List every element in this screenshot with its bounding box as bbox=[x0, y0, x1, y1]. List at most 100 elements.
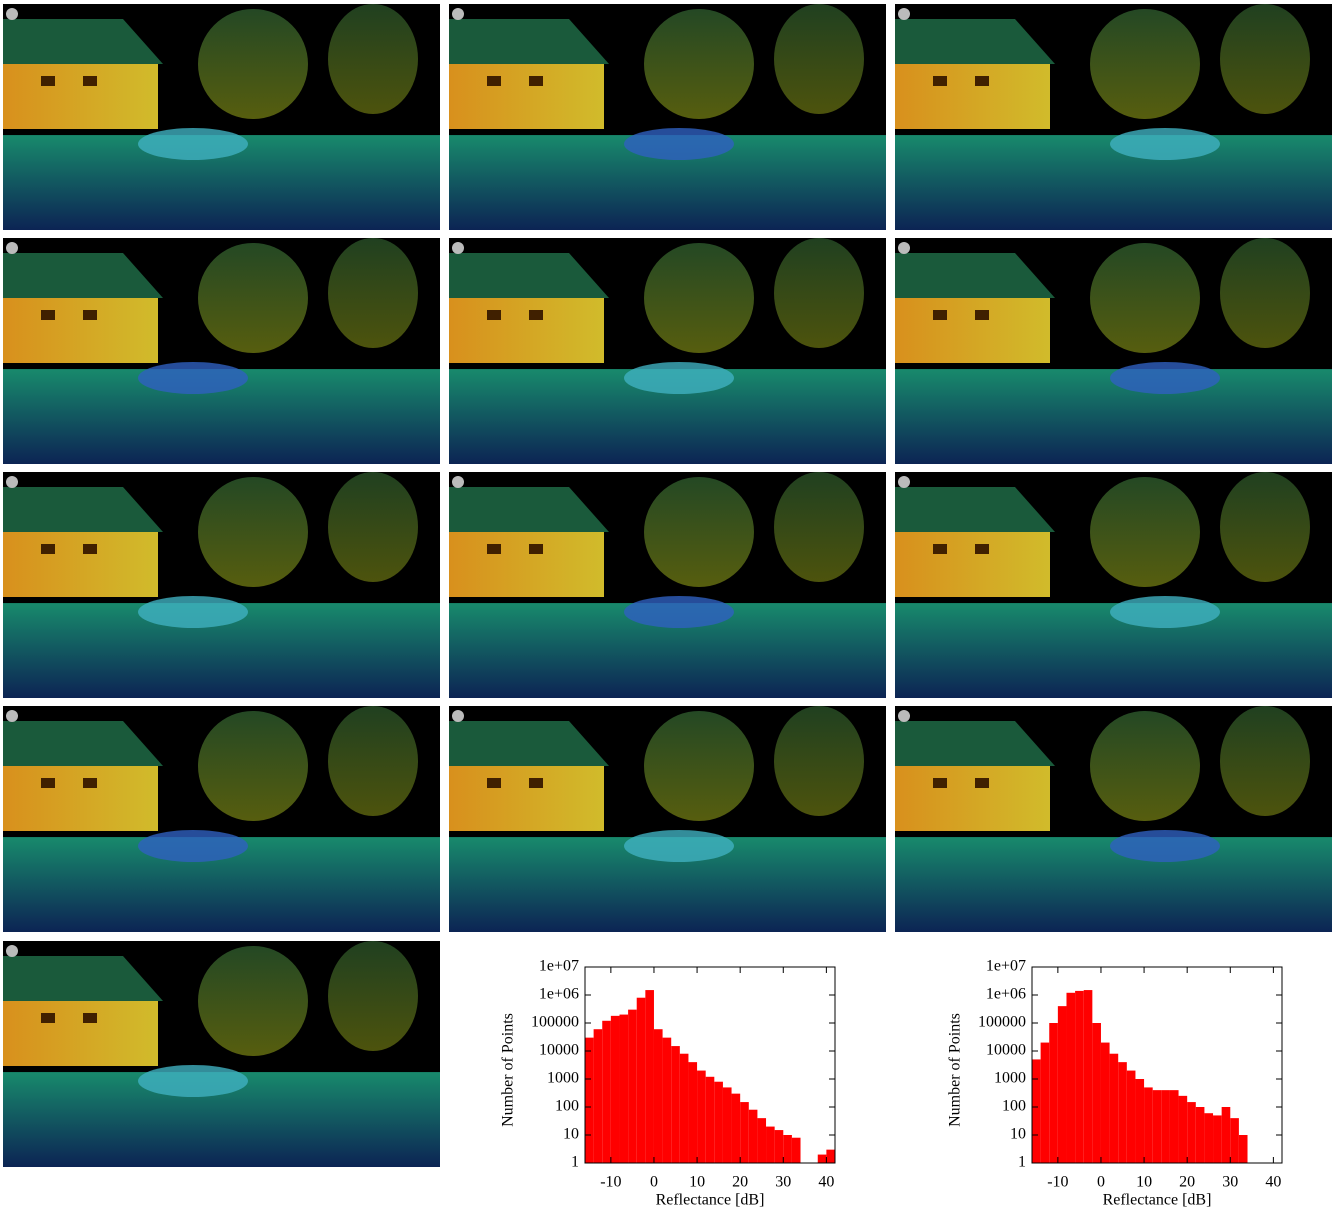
window bbox=[83, 778, 97, 788]
histogram-bar bbox=[610, 1015, 620, 1163]
window bbox=[975, 76, 989, 86]
roof bbox=[895, 253, 1055, 298]
x-tick-label: 40 bbox=[818, 1174, 834, 1191]
viewer-icon bbox=[898, 8, 910, 20]
tree bbox=[1220, 706, 1310, 816]
histogram-bar bbox=[1144, 1087, 1153, 1163]
roof bbox=[895, 487, 1055, 532]
x-axis-label: Reflectance [dB] bbox=[656, 1192, 765, 1209]
point-cloud-images bbox=[3, 4, 1332, 1167]
histogram-bar bbox=[1066, 992, 1076, 1163]
car bbox=[624, 362, 734, 394]
tree bbox=[644, 243, 754, 353]
histogram-bar bbox=[697, 1070, 706, 1163]
roof bbox=[449, 253, 609, 298]
x-tick-label: 0 bbox=[650, 1174, 658, 1191]
roof bbox=[3, 487, 163, 532]
tree bbox=[1220, 472, 1310, 582]
car bbox=[138, 362, 248, 394]
window bbox=[529, 778, 543, 788]
window bbox=[975, 778, 989, 788]
point-cloud-image bbox=[3, 472, 440, 698]
roof bbox=[3, 19, 163, 64]
car bbox=[1110, 596, 1220, 628]
window bbox=[975, 544, 989, 554]
car bbox=[138, 830, 248, 862]
histogram-bar bbox=[740, 1102, 749, 1163]
x-tick-label: 40 bbox=[1265, 1174, 1281, 1191]
histogram-bar bbox=[1100, 1042, 1110, 1163]
viewer-icon bbox=[898, 710, 910, 722]
roof bbox=[449, 19, 609, 64]
house bbox=[3, 298, 158, 363]
tree bbox=[328, 472, 418, 582]
histogram-bar bbox=[662, 1037, 672, 1163]
window bbox=[529, 310, 543, 320]
point-cloud-image bbox=[449, 472, 886, 698]
car bbox=[624, 830, 734, 862]
histogram-bar bbox=[1109, 1053, 1119, 1163]
house bbox=[895, 64, 1050, 129]
histogram-bar bbox=[722, 1087, 732, 1163]
tree bbox=[1090, 243, 1200, 353]
histogram-bar bbox=[645, 990, 654, 1163]
histogram-bar bbox=[602, 1020, 611, 1163]
histogram-bar bbox=[585, 1037, 594, 1163]
point-cloud-image bbox=[3, 238, 440, 464]
window bbox=[487, 310, 501, 320]
histogram-bar bbox=[1169, 1090, 1179, 1163]
viewer-icon bbox=[6, 945, 18, 957]
histogram-bar bbox=[1135, 1079, 1145, 1163]
histogram-bar bbox=[731, 1093, 741, 1163]
window bbox=[83, 1013, 97, 1023]
point-cloud-image bbox=[449, 706, 886, 932]
ground bbox=[895, 369, 1332, 464]
point-cloud-image bbox=[3, 706, 440, 932]
window bbox=[41, 76, 55, 86]
window bbox=[83, 310, 97, 320]
histogram-bar bbox=[653, 1029, 663, 1163]
histogram-bar bbox=[688, 1062, 698, 1163]
tree bbox=[644, 9, 754, 119]
ground bbox=[895, 603, 1332, 698]
y-tick-label: 100 bbox=[555, 1098, 579, 1115]
histogram-bar bbox=[1195, 1107, 1205, 1163]
x-axis-label: Reflectance [dB] bbox=[1103, 1192, 1212, 1209]
x-tick-label: 30 bbox=[775, 1174, 791, 1191]
histogram-bar bbox=[1187, 1102, 1196, 1163]
car bbox=[1110, 362, 1220, 394]
x-tick-label: 10 bbox=[689, 1174, 705, 1191]
tree bbox=[328, 4, 418, 114]
tree bbox=[774, 706, 864, 816]
histogram-bar bbox=[1178, 1095, 1188, 1163]
viewer-icon bbox=[6, 476, 18, 488]
house bbox=[3, 766, 158, 831]
car bbox=[624, 596, 734, 628]
tree bbox=[644, 477, 754, 587]
tree bbox=[1090, 9, 1200, 119]
window bbox=[529, 544, 543, 554]
histogram-bar bbox=[619, 1014, 629, 1163]
histogram-bar bbox=[679, 1053, 689, 1163]
y-tick-label: 1 bbox=[1018, 1154, 1026, 1171]
car bbox=[624, 128, 734, 160]
histogram-bar bbox=[748, 1109, 758, 1163]
y-tick-label: 1e+06 bbox=[539, 986, 579, 1003]
tree bbox=[328, 706, 418, 816]
window bbox=[487, 544, 501, 554]
viewer-icon bbox=[6, 8, 18, 20]
histogram-bar bbox=[791, 1137, 801, 1163]
histogram-bar bbox=[1213, 1115, 1222, 1163]
x-tick-label: 20 bbox=[1179, 1174, 1195, 1191]
x-tick-label: 10 bbox=[1136, 1174, 1152, 1191]
point-cloud-image bbox=[895, 706, 1332, 932]
histogram-bar bbox=[1118, 1062, 1127, 1163]
viewer-icon bbox=[452, 476, 464, 488]
car bbox=[138, 128, 248, 160]
y-axis-label: Number of Points bbox=[947, 1013, 964, 1127]
histogram-bar bbox=[774, 1130, 784, 1163]
window bbox=[41, 544, 55, 554]
window bbox=[83, 76, 97, 86]
tree bbox=[198, 711, 308, 821]
viewer-icon bbox=[6, 710, 18, 722]
